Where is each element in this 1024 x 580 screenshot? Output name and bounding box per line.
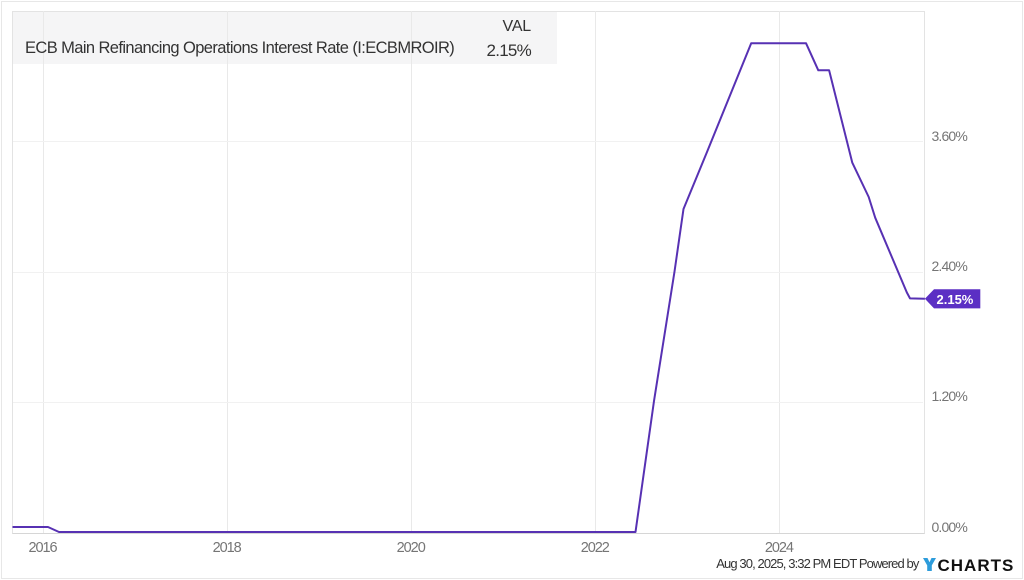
svg-text:2.15%: 2.15%: [937, 292, 974, 307]
